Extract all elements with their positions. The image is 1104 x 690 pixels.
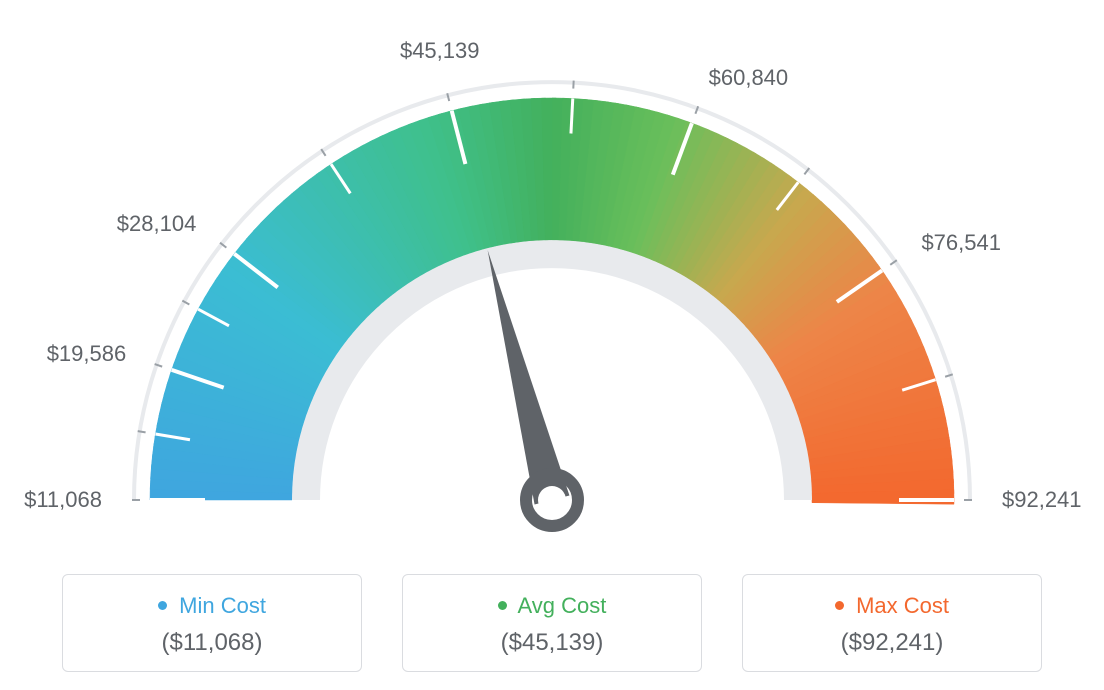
- avg-cost-card: Avg Cost ($45,139): [402, 574, 702, 672]
- cost-summary-cards: Min Cost ($11,068) Avg Cost ($45,139) Ma…: [0, 574, 1104, 672]
- avg-cost-label: Avg Cost: [403, 593, 701, 619]
- gauge-tick-label: $11,068: [24, 487, 102, 513]
- max-cost-label: Max Cost: [743, 593, 1041, 619]
- gauge-svg: [0, 0, 1104, 560]
- gauge-tick-label: $76,541: [921, 230, 1001, 256]
- gauge-tick-label: $19,586: [47, 341, 127, 367]
- max-cost-label-text: Max Cost: [856, 593, 949, 618]
- dot-icon: [498, 601, 507, 610]
- min-cost-value: ($11,068): [63, 629, 361, 657]
- gauge-tick-label: $92,241: [1002, 487, 1082, 513]
- min-cost-card: Min Cost ($11,068): [62, 574, 362, 672]
- min-cost-label: Min Cost: [63, 593, 361, 619]
- cost-gauge: $11,068 $19,586 $28,104 $45,139 $60,840 $76,5…: [0, 0, 1104, 560]
- dot-icon: [158, 601, 167, 610]
- gauge-tick-label: $45,139: [400, 38, 480, 64]
- dot-icon: [835, 601, 844, 610]
- gauge-tick-label: $28,104: [117, 211, 197, 237]
- max-cost-card: Max Cost ($92,241): [742, 574, 1042, 672]
- max-cost-value: ($92,241): [743, 629, 1041, 657]
- avg-cost-value: ($45,139): [403, 629, 701, 657]
- min-cost-label-text: Min Cost: [179, 593, 266, 618]
- avg-cost-label-text: Avg Cost: [518, 593, 607, 618]
- gauge-tick-label: $60,840: [709, 65, 789, 91]
